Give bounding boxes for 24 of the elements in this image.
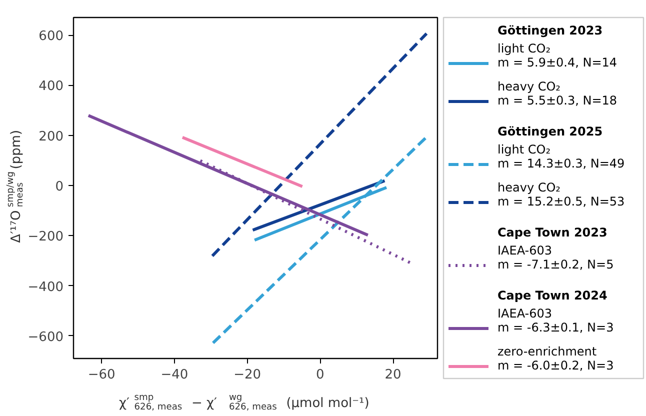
x-tick-label: −40 — [160, 368, 188, 382]
x-tick-label: −60 — [88, 368, 116, 382]
y-tick-label: 600 — [38, 29, 64, 44]
y-tick-label: −200 — [28, 230, 64, 245]
legend-label: zero-enrichment m = -6.0±0.2, N=3 — [498, 344, 614, 372]
y-tick-label: −400 — [28, 280, 64, 295]
y-tick-label: 0 — [55, 179, 64, 194]
legend-label: light CO₂ m = 14.3±0.3, N=49 — [498, 142, 625, 170]
legend-label: heavy CO₂ m = 15.2±0.5, N=53 — [498, 180, 625, 208]
y-tick-label: −600 — [28, 330, 64, 345]
text: Δ′¹⁷Osmp/wgmeas (ppm) — [6, 130, 26, 243]
x-tick-label: 20 — [384, 368, 402, 382]
y-tick-label: 200 — [38, 129, 64, 144]
text: Göttingen 2025 — [498, 124, 603, 138]
legend-label: IAEA-603 m = -6.3±0.1, N=3 — [498, 306, 614, 334]
x-tick-label: −20 — [234, 368, 262, 382]
text: Göttingen 2023 — [498, 24, 603, 38]
x-tick-label: 0 — [316, 368, 324, 382]
legend-label: IAEA-603 m = -7.1±0.2, N=5 — [498, 244, 614, 272]
legend-label: heavy CO₂ m = 5.5±0.3, N=18 — [498, 80, 618, 108]
y-tick-label: 400 — [38, 79, 64, 94]
legend-label: light CO₂ m = 5.9±0.4, N=14 — [498, 42, 618, 70]
text: Cape Town 2024 — [498, 288, 608, 302]
text: Cape Town 2023 — [498, 226, 608, 240]
